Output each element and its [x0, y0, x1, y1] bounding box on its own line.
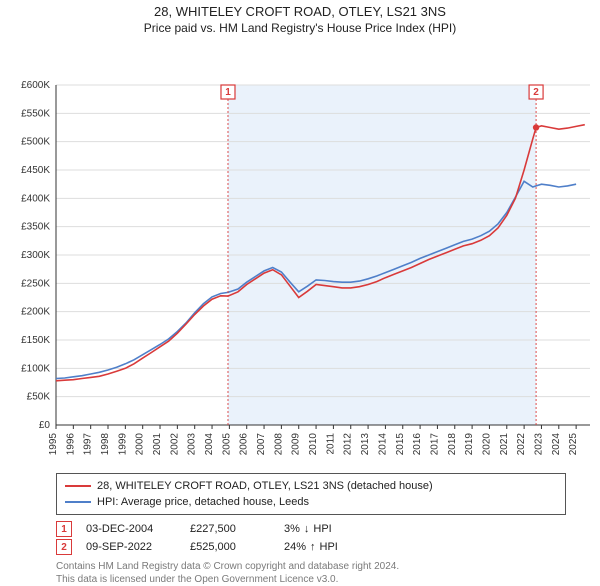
xtick-label: 2013 [360, 433, 371, 456]
legend-label: HPI: Average price, detached house, Leed… [97, 494, 309, 510]
event-price: £525,000 [190, 541, 270, 553]
event-date: 03-DEC-2004 [86, 523, 176, 535]
legend-swatch [65, 485, 91, 487]
xtick-label: 2022 [516, 433, 527, 456]
ytick-label: £450K [21, 165, 50, 176]
ytick-label: £200K [21, 307, 50, 318]
xtick-label: 1997 [83, 433, 94, 456]
xtick-label: 1995 [48, 433, 59, 456]
attribution: Contains HM Land Registry data © Crown c… [56, 561, 566, 586]
xtick-label: 2020 [481, 433, 492, 456]
event-marker-label-1: 1 [225, 87, 231, 98]
events-table: 103-DEC-2004£227,5003%↓HPI209-SEP-2022£5… [56, 521, 566, 555]
xtick-label: 1999 [117, 433, 128, 456]
xtick-label: 2019 [464, 433, 475, 456]
sale-point-2 [533, 124, 539, 130]
event-price: £227,500 [190, 523, 270, 535]
legend: 28, WHITELEY CROFT ROAD, OTLEY, LS21 3NS… [56, 473, 566, 515]
chart-subtitle: Price paid vs. HM Land Registry's House … [0, 21, 600, 35]
legend-row: 28, WHITELEY CROFT ROAD, OTLEY, LS21 3NS… [65, 478, 557, 494]
event-delta-pct: 24% [284, 541, 306, 553]
xtick-label: 2001 [152, 433, 163, 456]
xtick-label: 2009 [291, 433, 302, 456]
xtick-label: 2006 [239, 433, 250, 456]
xtick-label: 2018 [447, 433, 458, 456]
ytick-label: £500K [21, 137, 50, 148]
xtick-label: 2010 [308, 433, 319, 456]
xtick-label: 2014 [377, 433, 388, 456]
arrow-icon: ↓ [304, 523, 310, 535]
xtick-label: 1998 [100, 433, 111, 456]
ytick-label: £50K [27, 392, 51, 403]
xtick-label: 2023 [533, 433, 544, 456]
legend-label: 28, WHITELEY CROFT ROAD, OTLEY, LS21 3NS… [97, 478, 433, 494]
ytick-label: £250K [21, 278, 50, 289]
event-marker-label-2: 2 [533, 87, 539, 98]
xtick-label: 2003 [187, 433, 198, 456]
event-date: 09-SEP-2022 [86, 541, 176, 553]
chart-area: £0 £50K £100K £150K £200K £250K £300K £350K £400… [0, 39, 600, 469]
arrow-icon: ↑ [310, 541, 316, 553]
event-row: 1 03-DEC-2004 £227,500 3% ↓HPI [56, 521, 566, 537]
ytick-label: £350K [21, 222, 50, 233]
event-delta-pct: 3% [284, 523, 300, 535]
line-chart: £0 £50K £100K £150K £200K £250K £300K £350K £400… [0, 39, 600, 469]
event-id: 1 [56, 521, 72, 537]
xtick-label: 2008 [273, 433, 284, 456]
xtick-label: 2024 [551, 433, 562, 456]
xtick-label: 2025 [568, 433, 579, 456]
ytick-label: £300K [21, 250, 50, 261]
legend-row: HPI: Average price, detached house, Leed… [65, 494, 557, 510]
xtick-label: 2005 [221, 433, 232, 456]
ytick-label: £150K [21, 335, 50, 346]
xtick-label: 2000 [135, 433, 146, 456]
event-id: 2 [56, 539, 72, 555]
xtick-label: 2016 [412, 433, 423, 456]
xtick-label: 2007 [256, 433, 267, 456]
xtick-label: 2004 [204, 433, 215, 456]
xtick-label: 2002 [169, 433, 180, 456]
xtick-label: 2011 [325, 433, 336, 455]
xtick-label: 2012 [343, 433, 354, 456]
attribution-line1: Contains HM Land Registry data © Crown c… [56, 561, 566, 574]
attribution-line2: This data is licensed under the Open Gov… [56, 574, 566, 586]
ytick-label: £550K [21, 108, 50, 119]
ytick-label: £100K [21, 363, 50, 374]
ytick-label: £0 [39, 420, 51, 431]
legend-swatch [65, 501, 91, 503]
xtick-label: 2021 [499, 433, 510, 456]
ytick-label: £400K [21, 193, 50, 204]
event-delta: 3% ↓HPI [284, 523, 374, 535]
chart-title: 28, WHITELEY CROFT ROAD, OTLEY, LS21 3NS [0, 4, 600, 19]
ytick-label: £600K [21, 80, 50, 91]
event-row: 2 09-SEP-2022 £525,000 24% ↑ HPI [56, 539, 566, 555]
event-delta-label: HPI [313, 523, 331, 535]
xtick-label: 1996 [65, 433, 76, 456]
event-delta: 24% ↑ HPI [284, 541, 374, 553]
xtick-label: 2017 [429, 433, 440, 456]
xtick-label: 2015 [395, 433, 406, 456]
event-delta-label: HPI [320, 541, 338, 553]
